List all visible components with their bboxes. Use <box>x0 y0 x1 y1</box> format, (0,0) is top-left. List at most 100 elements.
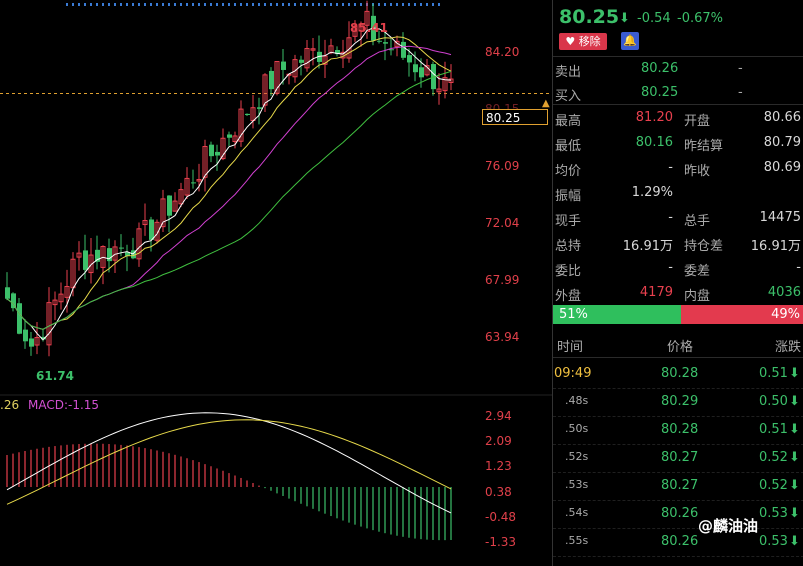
candle-body <box>172 200 178 212</box>
candle-body <box>119 247 124 249</box>
candle-body <box>383 42 388 44</box>
watermark-text: @麟油油 <box>698 517 759 535</box>
candle-body <box>262 74 268 106</box>
top-dot <box>438 3 440 6</box>
tick-change: 0.52 <box>759 450 788 465</box>
kline-svg: ▲ <box>0 0 552 541</box>
top-dot <box>396 3 398 6</box>
candle-body <box>23 329 28 342</box>
candle-body <box>245 113 250 116</box>
candle-body <box>215 151 220 156</box>
top-dot <box>348 3 350 6</box>
stat-label: 外盘 <box>555 289 582 304</box>
stat-value: 1.29% <box>631 185 673 200</box>
ticks-header-price: 价格 <box>667 340 694 355</box>
top-dot <box>78 3 80 6</box>
top-dot <box>96 3 98 6</box>
down-arrow-icon: ⬇ <box>789 366 800 381</box>
top-dot <box>204 3 206 6</box>
stat-row: 委比 - 委差 - <box>553 257 803 279</box>
stat-value: 80.79 <box>763 135 801 150</box>
top-dot <box>288 3 290 6</box>
price-axis-label: 84.20 <box>485 45 520 59</box>
tick-row: .48s 80.29 0.50 ⬇ <box>553 388 803 417</box>
divider <box>553 56 803 57</box>
top-dot <box>276 3 278 6</box>
kline-chart[interactable]: ▲ 84.20 76.09 72.04 67.99 63.94 80.15 80… <box>0 0 552 566</box>
candle-body <box>209 144 214 157</box>
candle-body <box>76 252 82 258</box>
top-dot <box>216 3 218 6</box>
ma-line <box>6 36 452 330</box>
candle-body <box>281 61 286 70</box>
candle-body <box>125 252 130 256</box>
candle-body <box>64 285 70 298</box>
tick-change: 0.51 <box>759 422 788 437</box>
top-dot <box>198 3 200 6</box>
top-dot <box>90 3 92 6</box>
tick-row: .55s 80.26 0.53 ⬇ <box>553 528 803 557</box>
buy-ratio-bar: 51% <box>553 305 681 324</box>
stat-value: 16.91万 <box>622 239 673 254</box>
tick-row: .53s 80.27 0.52 ⬇ <box>553 472 803 501</box>
dif-line <box>6 412 452 514</box>
top-dot <box>432 3 434 6</box>
top-dot <box>222 3 224 6</box>
stat-row: 最高 81.20 开盘 80.66 <box>553 107 803 129</box>
tick-change: 0.51 <box>759 366 788 381</box>
candle-body <box>364 10 370 26</box>
top-dot <box>114 3 116 6</box>
stat-label: 总手 <box>684 214 711 229</box>
stat-value: 4179 <box>639 285 673 300</box>
remove-watchlist-button[interactable]: ♥ 移除 <box>559 33 607 50</box>
current-price-arrow: ▲ <box>542 98 550 109</box>
candle-body <box>58 293 64 303</box>
macd-axis-label: -1.33 <box>485 535 517 549</box>
tick-price: 80.26 <box>661 506 699 521</box>
stat-value: 80.16 <box>635 135 673 150</box>
down-arrow-icon: ⬇ <box>789 394 800 409</box>
candle-body <box>317 51 322 62</box>
stat-value: - <box>796 260 801 275</box>
stat-label: 振幅 <box>555 189 582 204</box>
alert-bell-button[interactable]: 🔔 <box>621 32 639 50</box>
top-dot <box>258 3 260 6</box>
top-dot <box>420 3 422 6</box>
bidask-row: 卖出 80.26 - <box>553 58 803 80</box>
top-dot <box>240 3 242 6</box>
tick-time: .48s <box>565 394 589 407</box>
top-dot <box>270 3 272 6</box>
price-change: -0.54 <box>637 11 671 26</box>
down-arrow-icon: ⬇ <box>789 506 800 521</box>
high-label: 85.41 <box>350 21 388 35</box>
price-axis-label: 67.99 <box>485 273 520 287</box>
low-label: 61.74 <box>36 369 74 383</box>
candle-body <box>46 302 52 346</box>
stat-row: 现手 - 总手 14475 <box>553 207 803 229</box>
ticks-header: 时间 价格 涨跌 <box>553 333 803 355</box>
candle-body <box>292 59 298 78</box>
candle-body <box>107 248 112 262</box>
last-price: 80.25 <box>559 6 620 28</box>
candle-body <box>136 228 142 260</box>
candle-body <box>95 249 100 262</box>
top-dot <box>300 3 302 6</box>
top-dot <box>402 3 404 6</box>
ma-line <box>6 27 452 341</box>
top-dot <box>174 3 176 6</box>
candle-body <box>88 254 94 274</box>
top-dot <box>360 3 362 6</box>
candle-body <box>196 179 202 182</box>
candle-body <box>442 77 448 92</box>
price-axis-label: 63.94 <box>485 330 520 344</box>
top-dot <box>144 3 146 6</box>
tick-time: .54s <box>565 506 589 519</box>
candle-body <box>389 49 394 51</box>
top-dot <box>156 3 158 6</box>
top-dot <box>138 3 140 6</box>
stat-row: 外盘 4179 内盘 4036 <box>553 282 803 304</box>
candle-body <box>419 67 424 78</box>
top-dot <box>282 3 284 6</box>
macd-label: MACD:-1.15 <box>28 398 100 412</box>
candle-body <box>436 88 442 93</box>
